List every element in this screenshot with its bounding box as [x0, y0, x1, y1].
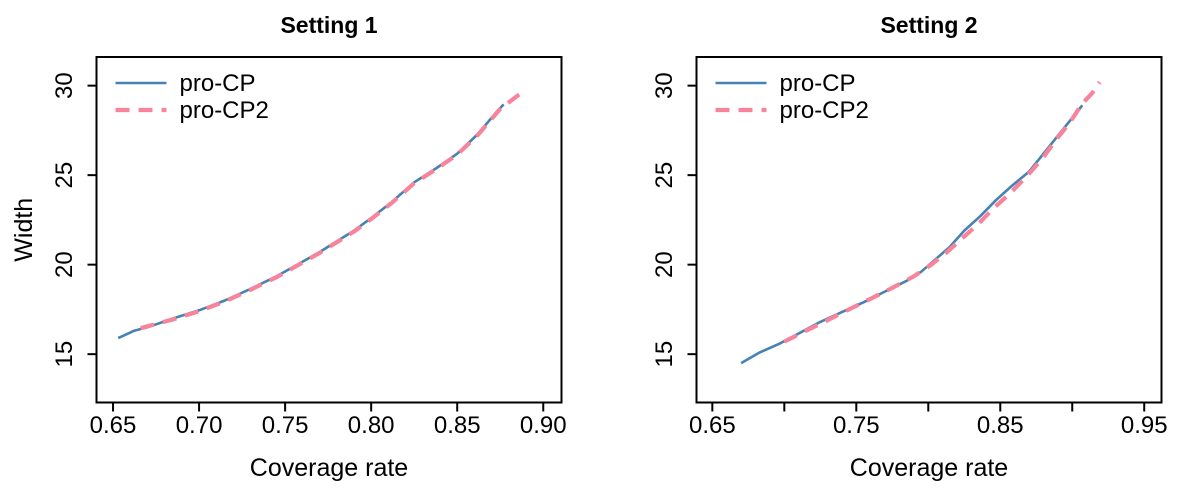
series-line-pro-CP2 [140, 90, 524, 331]
x-axis-tick-label: 0.75 [833, 412, 880, 439]
x-axis-tick-label: 0.95 [1121, 412, 1168, 439]
y-axis-tick-label: 15 [51, 341, 78, 368]
y-axis-tick-label: 15 [651, 341, 678, 368]
x-axis-tick-label: 0.85 [977, 412, 1024, 439]
series-line-pro-CP [740, 104, 1084, 365]
x-axis-tick-label: 0.75 [262, 412, 309, 439]
y-axis-tick-label: 20 [651, 251, 678, 278]
plot-box [95, 56, 563, 404]
x-axis-tick-label: 0.65 [90, 412, 137, 439]
legend-label: pro-CP [780, 70, 856, 97]
chart-svg: Setting 1 0.65 0.70 0.75 0.80 0.85 0.90 15 20 25 3… [10, 12, 567, 482]
panel-title: Setting 2 [880, 12, 977, 38]
legend-label: pro-CP2 [780, 97, 869, 124]
x-axis-tick-label: 0.85 [434, 412, 481, 439]
y-axis-tick-label: 25 [51, 162, 78, 189]
panel-setting-2: Setting 2 0.65 0.75 0.85 0.95 15 20 25 30 Coverag… [600, 0, 1200, 500]
legend-label: pro-CP [180, 70, 256, 97]
x-axis-tick-label: 0.80 [348, 412, 395, 439]
x-axis-title: Coverage rate [850, 454, 1008, 482]
y-axis-tick-label: 25 [651, 162, 678, 189]
series-line-pro-CP2 [783, 80, 1102, 344]
chart-svg: Setting 2 0.65 0.75 0.85 0.95 15 20 25 30 Coverag… [651, 12, 1168, 482]
x-axis-tick-label: 0.90 [520, 412, 567, 439]
y-axis-title: Width [10, 198, 38, 262]
panel-setting-1: Setting 1 0.65 0.70 0.75 0.80 0.85 0.90 15 20 25 3… [10, 12, 567, 482]
panel-title: Setting 1 [280, 12, 377, 38]
y-axis-tick-label: 20 [51, 251, 78, 278]
y-axis-tick-label: 30 [651, 72, 678, 99]
x-axis-tick-label: 0.65 [689, 412, 736, 439]
x-axis-tick-label: 0.70 [176, 412, 223, 439]
legend-label: pro-CP2 [180, 97, 269, 124]
x-axis-title: Coverage rate [250, 454, 408, 482]
y-axis-tick-label: 30 [51, 72, 78, 99]
series-line-pro-CP [117, 103, 505, 340]
